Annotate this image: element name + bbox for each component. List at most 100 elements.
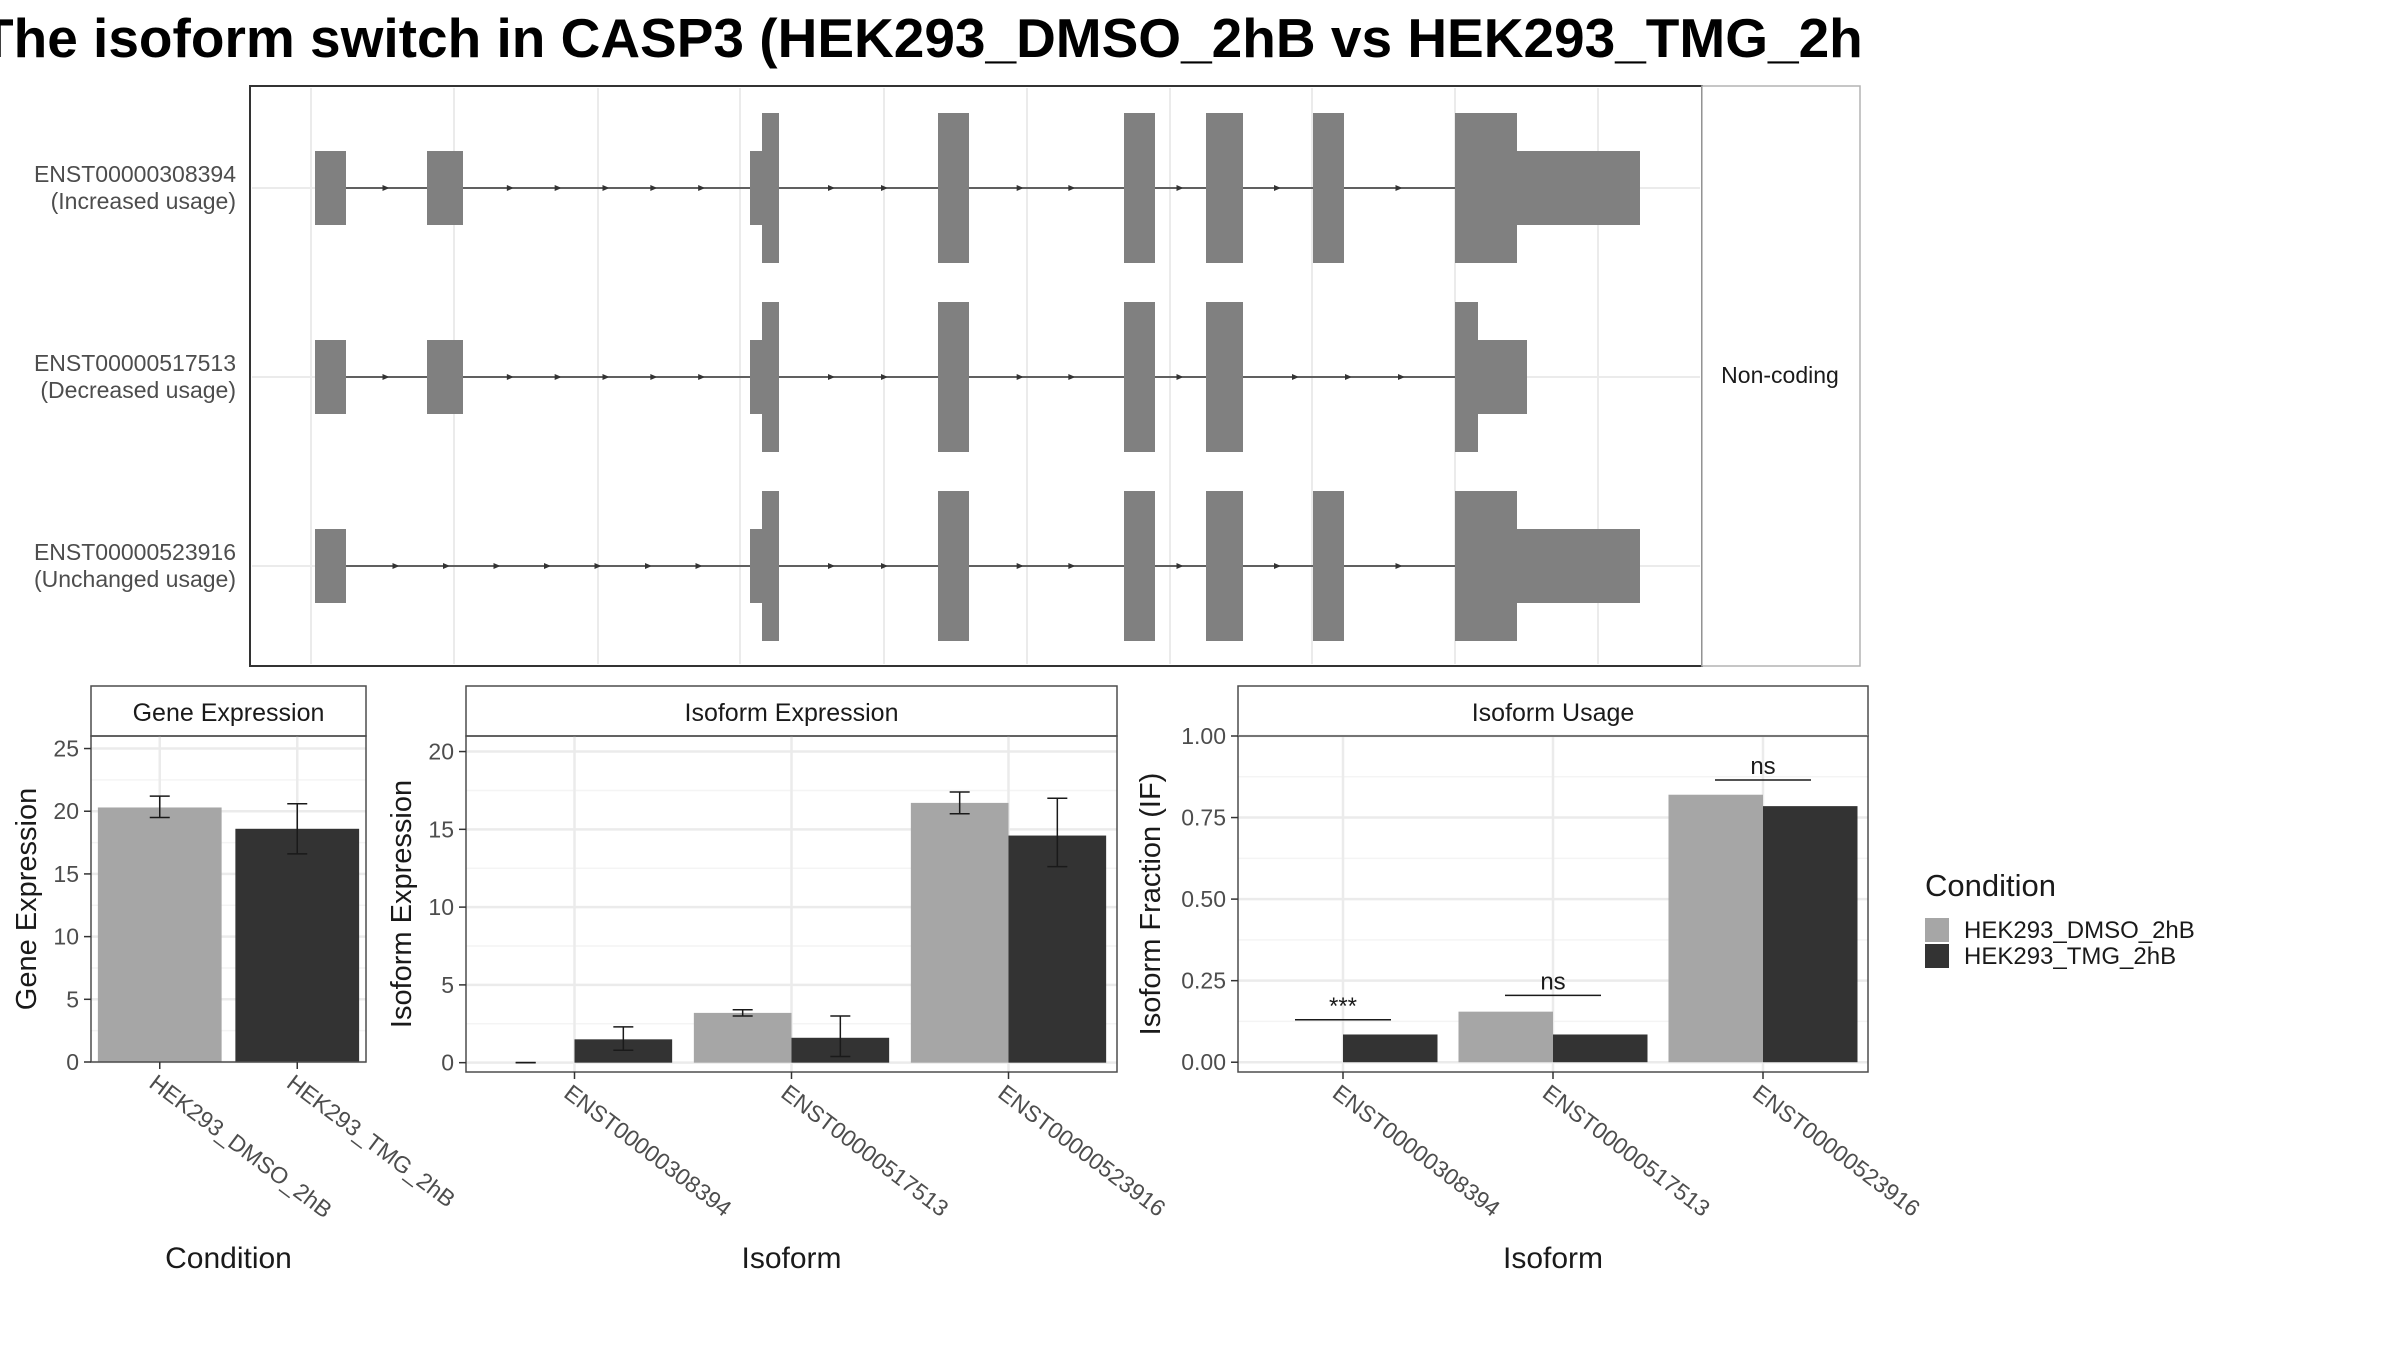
intron-arrow	[594, 563, 602, 569]
y-tick-label: 25	[53, 736, 79, 762]
isoform-expression-chart: Isoform Expression 0 5 10 15 20 ENST0000030839…	[386, 685, 1171, 1275]
bar	[235, 828, 360, 1062]
isoform-id-label: ENST00000523916	[34, 539, 236, 565]
exon-block	[762, 491, 779, 641]
exon-block	[938, 113, 969, 263]
exon-block	[750, 340, 762, 414]
bar	[693, 1012, 792, 1063]
exon-block	[1124, 491, 1155, 641]
y-tick-label: 0	[441, 1050, 454, 1076]
y-tick-label: 0	[66, 1049, 79, 1075]
intron-arrow	[1068, 185, 1076, 191]
exon-block	[1206, 113, 1243, 263]
legend-label: HEK293_DMSO_2hB	[1964, 917, 2195, 944]
exon-block	[1313, 491, 1344, 641]
x-axis-title: Isoform	[741, 1242, 841, 1275]
bar	[1553, 1034, 1648, 1063]
significance-label: ns	[1750, 753, 1775, 780]
bar	[1458, 1011, 1553, 1063]
page-title: The isoform switch in CASP3 (HEK293_DMSO…	[0, 7, 1860, 69]
intron-arrow	[382, 185, 390, 191]
exon-block	[1478, 340, 1527, 414]
exon-block	[1455, 113, 1517, 263]
exon-block	[1124, 302, 1155, 452]
structure-strip	[1701, 85, 1861, 667]
error-bar	[149, 795, 170, 819]
exon-block	[315, 151, 346, 225]
isoform-id-label: ENST00000517513	[34, 350, 236, 376]
intron-arrow	[1398, 374, 1405, 380]
exon-block	[1206, 491, 1243, 641]
intron-arrow	[1274, 563, 1281, 569]
panel-strip-label: Isoform Expression	[685, 699, 899, 727]
intron-arrow	[443, 563, 450, 569]
y-tick-label: 15	[53, 861, 79, 887]
x-axis-title: Condition	[165, 1242, 292, 1275]
intron-arrow	[881, 374, 888, 380]
intron-arrow	[828, 374, 835, 380]
exon-block	[1313, 113, 1344, 263]
isoform-track	[315, 113, 1640, 263]
plot-border	[90, 735, 367, 1063]
y-tick-label: 15	[428, 816, 454, 842]
exon-block	[938, 302, 969, 452]
bar	[97, 807, 222, 1062]
panel-strip	[465, 685, 1118, 737]
panel-strip-label: Isoform Usage	[1472, 699, 1635, 727]
intron-arrow	[650, 374, 658, 380]
x-tick-label: ENST00000517513	[776, 1079, 953, 1221]
y-tick-label: 0.75	[1181, 805, 1226, 831]
x-axis-title: Isoform	[1503, 1242, 1603, 1275]
y-tick-label: 20	[53, 798, 79, 824]
exon-block	[750, 529, 762, 603]
intron-arrow	[554, 185, 562, 191]
exon-block	[1517, 529, 1640, 603]
intron-arrow	[881, 185, 888, 191]
bar	[1008, 835, 1107, 1063]
intron-arrow	[506, 185, 514, 191]
isoform-usage-label: (Decreased usage)	[40, 377, 236, 403]
intron-arrow	[602, 185, 610, 191]
isoform-usage-label: (Unchanged usage)	[34, 566, 236, 592]
bar	[1668, 794, 1763, 1063]
intron-arrow	[698, 374, 706, 380]
isoform-track	[315, 302, 1527, 452]
error-bar	[613, 1026, 634, 1051]
intron-arrow	[645, 563, 652, 569]
intron-arrow	[698, 185, 706, 191]
intron-arrow	[1395, 185, 1403, 191]
error-bar	[1047, 797, 1068, 868]
isoform-track	[315, 491, 1640, 641]
bar	[1763, 806, 1858, 1063]
y-tick-label: 1.00	[1181, 723, 1226, 749]
error-bar	[830, 1015, 851, 1058]
legend-swatch	[1925, 918, 1949, 942]
exon-block	[427, 151, 463, 225]
y-tick-label: 0.25	[1181, 968, 1226, 994]
intron-arrow	[1016, 374, 1024, 380]
exon-block	[938, 491, 969, 641]
intron-arrow	[392, 563, 400, 569]
intron-arrow	[1176, 563, 1184, 569]
exon-block	[1517, 151, 1640, 225]
intron-arrow	[881, 563, 888, 569]
bar	[574, 1039, 673, 1063]
intron-arrow	[650, 185, 658, 191]
exon-block	[1455, 491, 1517, 641]
intron-arrow	[828, 185, 835, 191]
y-tick-label: 10	[428, 894, 454, 920]
isoform-usage-label: (Increased usage)	[51, 188, 236, 214]
x-tick-label: ENST00000523916	[993, 1079, 1170, 1221]
exon-block	[1206, 302, 1243, 452]
legend-label: HEK293_TMG_2hB	[1964, 943, 2176, 970]
intron-arrow	[1292, 374, 1299, 380]
intron-arrow	[506, 374, 514, 380]
y-tick-label: 20	[428, 739, 454, 765]
exon-block	[762, 113, 779, 263]
y-tick-label: 0.00	[1181, 1049, 1226, 1075]
error-bar	[949, 791, 970, 815]
exon-block	[1455, 302, 1478, 452]
bar	[910, 802, 1009, 1063]
